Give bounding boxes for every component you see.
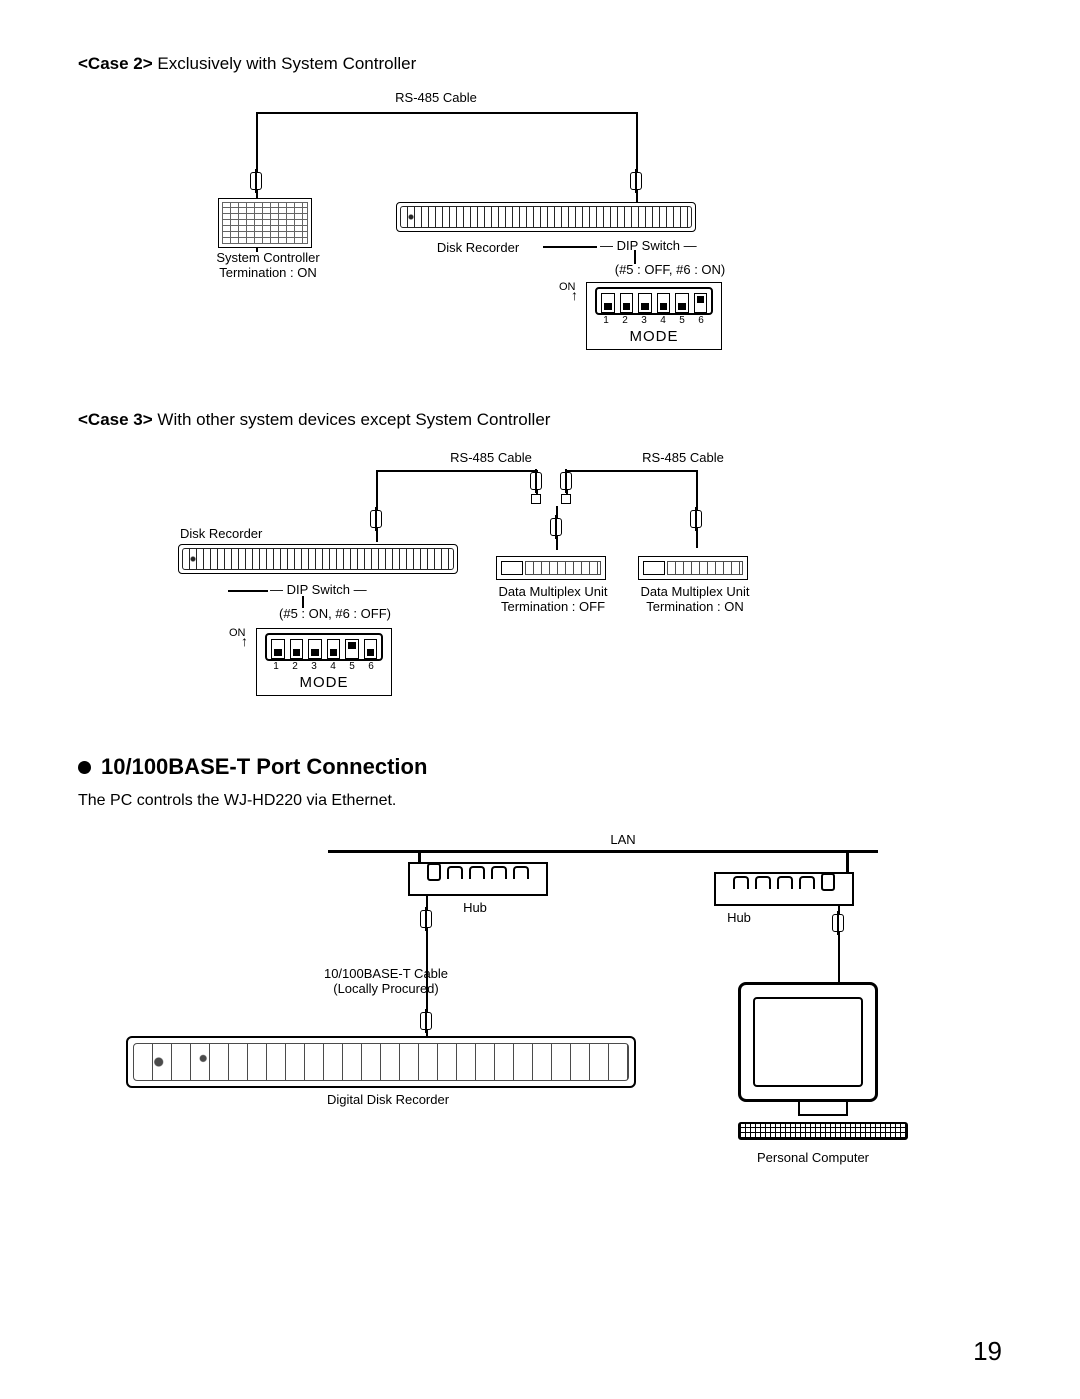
dip-toggle xyxy=(601,293,615,313)
mode-label: MODE xyxy=(265,674,383,691)
mode-label: MODE xyxy=(595,328,713,345)
dip-number: 6 xyxy=(364,661,378,672)
dip-toggle xyxy=(290,639,304,659)
dip-number: 3 xyxy=(637,315,651,326)
dip-number: 4 xyxy=(326,661,340,672)
hub-left-label: Hub xyxy=(450,900,500,915)
dip-number: 6 xyxy=(694,315,708,326)
pc xyxy=(738,982,908,1140)
dip-toggle xyxy=(308,639,322,659)
hub-right xyxy=(714,872,854,906)
mux1 xyxy=(496,556,606,580)
rs485-b: RS-485 Cable xyxy=(618,450,748,465)
c3-disk-rec-label: Disk Recorder xyxy=(180,526,300,541)
c3-recorder-panel xyxy=(178,544,458,574)
dip-toggle xyxy=(364,639,378,659)
dip-toggle xyxy=(638,293,652,313)
dip-toggle xyxy=(620,293,634,313)
rs485-a: RS-485 Cable xyxy=(426,450,556,465)
case2-figure: RS-485 Cable System ControllerTerminatio… xyxy=(78,90,1002,380)
ddr-panel xyxy=(126,1036,636,1088)
ddr-label: Digital Disk Recorder xyxy=(298,1092,478,1107)
pc-label: Personal Computer xyxy=(728,1150,898,1165)
dip-toggle xyxy=(694,293,708,313)
lan-label: LAN xyxy=(598,832,648,847)
bullet-icon xyxy=(78,761,91,774)
page-number: 19 xyxy=(973,1336,1002,1367)
sys-ctrl-label: System ControllerTermination : ON xyxy=(198,250,338,280)
dip-number: 4 xyxy=(656,315,670,326)
c3-dip-box: ↑ ON 123456 MODE xyxy=(256,628,392,696)
dip-number: 2 xyxy=(288,661,302,672)
dip-setting: (#5 : OFF, #6 : ON) xyxy=(580,262,760,277)
dip-label: — DIP Switch — xyxy=(600,238,697,253)
dip-number: 1 xyxy=(599,315,613,326)
dip-toggle xyxy=(657,293,671,313)
dip-toggle xyxy=(271,639,285,659)
dip-toggle xyxy=(327,639,341,659)
case3-figure: RS-485 Cable RS-485 Cable Disk Recorder … xyxy=(78,446,1002,726)
dip-number: 5 xyxy=(675,315,689,326)
system-controller xyxy=(218,198,312,248)
case3-title: <Case 3> With other system devices excep… xyxy=(78,410,1002,430)
hub-left xyxy=(408,862,548,896)
dip-number: 5 xyxy=(345,661,359,672)
dip-toggle xyxy=(345,639,359,659)
ethernet-figure: LAN Hub Hub 10/100BASE-T Cable(Locally P… xyxy=(78,832,1002,1172)
cable-label: 10/100BASE-T Cable(Locally Procured) xyxy=(306,966,466,996)
mux1-label: Data Multiplex UnitTermination : OFF xyxy=(488,584,618,614)
disk-recorder-panel xyxy=(396,202,696,232)
dip-number: 1 xyxy=(269,661,283,672)
section-para: The PC controls the WJ-HD220 via Etherne… xyxy=(78,792,1002,810)
c3-dip-label: — DIP Switch — xyxy=(270,582,367,597)
mux2 xyxy=(638,556,748,580)
rs485-label: RS-485 Cable xyxy=(366,90,506,105)
c3-dip-setting: (#5 : ON, #6 : OFF) xyxy=(250,606,420,621)
section-heading: 10/100BASE-T Port Connection xyxy=(78,754,1002,780)
dip-number: 3 xyxy=(307,661,321,672)
case2-title: <Case 2> Exclusively with System Control… xyxy=(78,54,1002,74)
disk-rec-label: Disk Recorder xyxy=(418,240,538,255)
dip-toggle xyxy=(675,293,689,313)
dip-number: 2 xyxy=(618,315,632,326)
hub-right-label: Hub xyxy=(714,910,764,925)
mux2-label: Data Multiplex UnitTermination : ON xyxy=(630,584,760,614)
dip-switch-box: ↑ ON 123456 MODE xyxy=(586,282,722,350)
